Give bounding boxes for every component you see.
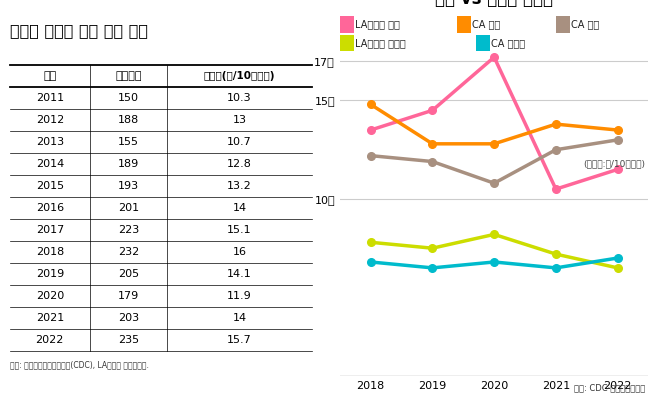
Text: 13: 13 <box>233 115 246 125</box>
Text: LA카운티 한인: LA카운티 한인 <box>355 20 400 30</box>
Text: 2022: 2022 <box>35 335 64 345</box>
Text: 2018: 2018 <box>35 247 64 257</box>
Text: 2017: 2017 <box>35 225 64 235</box>
Text: 2020: 2020 <box>35 291 64 301</box>
Text: 14.1: 14.1 <box>227 269 252 279</box>
Text: LA카운티 아시안: LA카운티 아시안 <box>355 38 405 48</box>
Text: 2016: 2016 <box>35 203 64 213</box>
Text: 16: 16 <box>233 247 246 257</box>
Text: 232: 232 <box>118 247 139 257</box>
Text: CA 전체: CA 전체 <box>571 20 599 30</box>
Text: 188: 188 <box>118 115 139 125</box>
Text: 자료: 연방질병통제예방센터(CDC), LA카운티 정신건강국.: 자료: 연방질병통제예방센터(CDC), LA카운티 정신건강국. <box>10 360 149 369</box>
Text: 179: 179 <box>118 291 139 301</box>
Text: 223: 223 <box>118 225 139 235</box>
FancyBboxPatch shape <box>556 16 570 33</box>
Title: 한인 vs 아시안 자살률: 한인 vs 아시안 자살률 <box>435 0 553 8</box>
Text: 189: 189 <box>118 159 139 169</box>
Text: 2011: 2011 <box>35 93 64 103</box>
FancyBboxPatch shape <box>457 16 471 33</box>
Text: 205: 205 <box>118 269 139 279</box>
Text: 12.8: 12.8 <box>227 159 252 169</box>
Text: 2012: 2012 <box>35 115 64 125</box>
Text: 203: 203 <box>118 313 139 323</box>
Text: 201: 201 <box>118 203 139 213</box>
Text: 150: 150 <box>118 93 139 103</box>
Text: 14: 14 <box>233 313 247 323</box>
Text: 15.7: 15.7 <box>227 335 252 345</box>
Text: 10.3: 10.3 <box>227 93 252 103</box>
Text: 연도: 연도 <box>43 71 56 81</box>
FancyBboxPatch shape <box>476 34 490 51</box>
Text: 2019: 2019 <box>35 269 64 279</box>
Text: CA 한인: CA 한인 <box>472 20 500 30</box>
Text: 15.1: 15.1 <box>227 225 252 235</box>
Text: 2015: 2015 <box>35 181 64 191</box>
Text: 자살률(명/10만명당): 자살률(명/10만명당) <box>204 71 275 81</box>
FancyBboxPatch shape <box>340 34 354 51</box>
Text: 10.7: 10.7 <box>227 137 252 147</box>
FancyBboxPatch shape <box>340 16 354 33</box>
Text: CA 아시안: CA 아시안 <box>491 38 525 48</box>
Text: (자살률:명/10만명당): (자살률:명/10만명당) <box>584 160 645 168</box>
Text: 14: 14 <box>233 203 247 213</box>
Text: 2013: 2013 <box>35 137 64 147</box>
Text: 연도별 미국내 한인 자살 현황: 연도별 미국내 한인 자살 현황 <box>10 23 147 38</box>
Text: 155: 155 <box>118 137 139 147</box>
Text: 13.2: 13.2 <box>227 181 252 191</box>
Text: 193: 193 <box>118 181 139 191</box>
Text: 2021: 2021 <box>35 313 64 323</box>
Text: 사망자수: 사망자수 <box>115 71 141 81</box>
Text: 2014: 2014 <box>35 159 64 169</box>
Text: 자료: CDC·가주공공보건국: 자료: CDC·가주공공보건국 <box>574 383 645 392</box>
Text: 11.9: 11.9 <box>227 291 252 301</box>
Text: 235: 235 <box>118 335 139 345</box>
